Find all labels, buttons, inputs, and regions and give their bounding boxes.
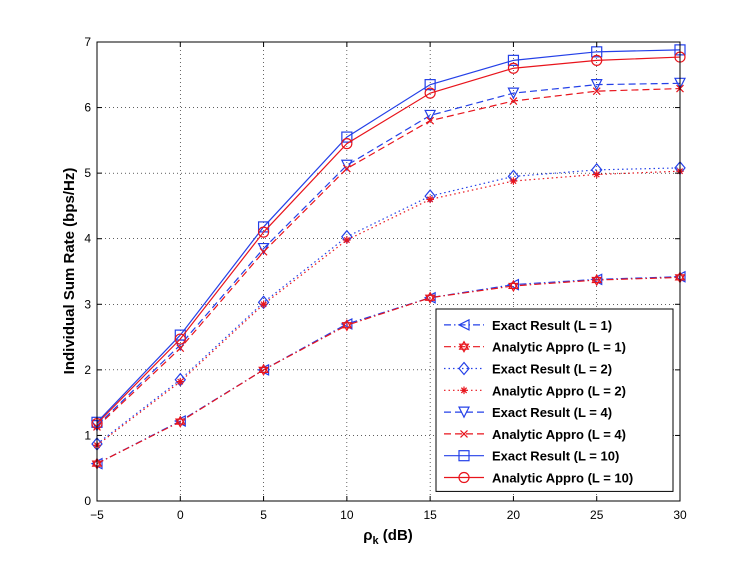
legend-box	[435, 308, 674, 492]
y-tick-label: 7	[84, 35, 91, 49]
data-point	[508, 279, 519, 293]
x-tick-label: 0	[177, 508, 184, 522]
legend-item: Exact Result (L = 4)	[444, 405, 612, 420]
data-point	[259, 300, 268, 309]
legend-marker	[457, 318, 470, 331]
data-point	[590, 79, 603, 91]
y-tick-label: 6	[84, 101, 91, 115]
series-line	[96, 56, 681, 425]
data-point	[258, 363, 269, 377]
data-point	[509, 177, 518, 185]
x-axis-label-unit: (dB)	[379, 527, 413, 544]
data-point	[257, 226, 270, 238]
x-tick-label: 15	[423, 508, 437, 522]
data-point	[174, 415, 186, 428]
legend-label: Analytic Appro (L = 1)	[492, 340, 626, 355]
legend-label: Exact Result (L = 10)	[492, 449, 619, 464]
y-tick-label: 0	[84, 494, 91, 508]
legend-marker	[460, 429, 468, 438]
data-point	[509, 97, 518, 105]
legend-item: Analytic Appro (L = 4)	[444, 427, 626, 442]
data-point	[259, 247, 268, 256]
legend-label: Analytic Appro (L = 4)	[492, 427, 626, 442]
legend-label: Exact Result (L = 2)	[492, 362, 612, 377]
series-layer	[90, 44, 686, 470]
data-point	[426, 116, 435, 125]
x-axis-label: ρk (dB)	[363, 527, 413, 547]
y-axis-label: Individual Sum Rate (bps/Hz)	[61, 168, 78, 375]
series-line	[96, 276, 681, 465]
series-6	[93, 84, 684, 431]
data-point	[341, 319, 353, 332]
data-point	[341, 131, 353, 143]
data-point	[343, 236, 351, 244]
legend-marker	[458, 340, 470, 353]
data-point	[590, 273, 603, 286]
data-point	[591, 54, 603, 66]
x-tick-label: −5	[90, 508, 104, 522]
data-point	[424, 291, 436, 304]
y-tick-label: 5	[84, 166, 91, 180]
legend-marker	[458, 450, 470, 462]
x-tick-label: 30	[673, 508, 687, 522]
x-axis-label-sub: k	[373, 535, 380, 547]
legend-label: Analytic Appro (L = 10)	[492, 471, 633, 486]
data-point	[424, 79, 436, 91]
axes-frame	[96, 41, 681, 502]
series-line	[96, 276, 681, 465]
data-point	[342, 164, 351, 173]
series-line	[96, 170, 681, 446]
y-tick-label: 4	[84, 232, 91, 246]
data-point	[507, 87, 520, 100]
series-line	[96, 87, 681, 428]
x-tick-label: 10	[340, 508, 354, 522]
data-point	[424, 109, 437, 122]
legend-marker	[458, 406, 470, 419]
x-tick-label: 25	[590, 508, 604, 522]
legend-item: Analytic Appro (L = 1)	[444, 340, 626, 355]
data-point	[173, 415, 186, 427]
legend-item: Exact Result (L = 10)	[444, 449, 619, 464]
legend-item: Analytic Appro (L = 2)	[444, 383, 626, 398]
y-tick-label: 3	[84, 297, 91, 311]
data-point	[174, 333, 186, 345]
legend-marker	[458, 471, 470, 484]
data-point	[176, 344, 185, 353]
data-point	[592, 170, 601, 179]
data-point	[592, 87, 601, 96]
series-line	[96, 167, 681, 445]
legend-marker	[460, 386, 468, 395]
x-tick-label: 5	[260, 508, 267, 522]
data-point	[507, 62, 520, 74]
data-point	[591, 273, 603, 287]
data-point	[507, 54, 520, 66]
legend-label: Analytic Appro (L = 2)	[492, 383, 626, 398]
legend-marker	[458, 361, 470, 376]
series-line	[96, 82, 681, 427]
y-tick-label: 2	[84, 363, 91, 377]
data-point	[426, 195, 434, 204]
data-point	[174, 372, 187, 387]
y-tick-label: 1	[84, 428, 91, 442]
data-point	[341, 138, 353, 150]
legend: Exact Result (L = 1) Analytic Appro (L = …	[435, 308, 674, 492]
data-point	[176, 377, 185, 386]
data-point	[174, 329, 186, 341]
series-line	[96, 49, 681, 423]
data-point	[257, 295, 270, 310]
legend-label: Exact Result (L = 4)	[492, 405, 612, 420]
legend-item: Analytic Appro (L = 10)	[444, 471, 633, 486]
legend-item: Exact Result (L = 1)	[444, 318, 612, 333]
x-axis-label-main: ρ	[363, 527, 372, 544]
legend-label: Exact Result (L = 1)	[492, 318, 612, 333]
grid	[97, 42, 680, 501]
x-tick-label: 20	[507, 508, 521, 522]
legend-item: Exact Result (L = 2)	[444, 362, 612, 377]
data-point	[424, 87, 436, 99]
